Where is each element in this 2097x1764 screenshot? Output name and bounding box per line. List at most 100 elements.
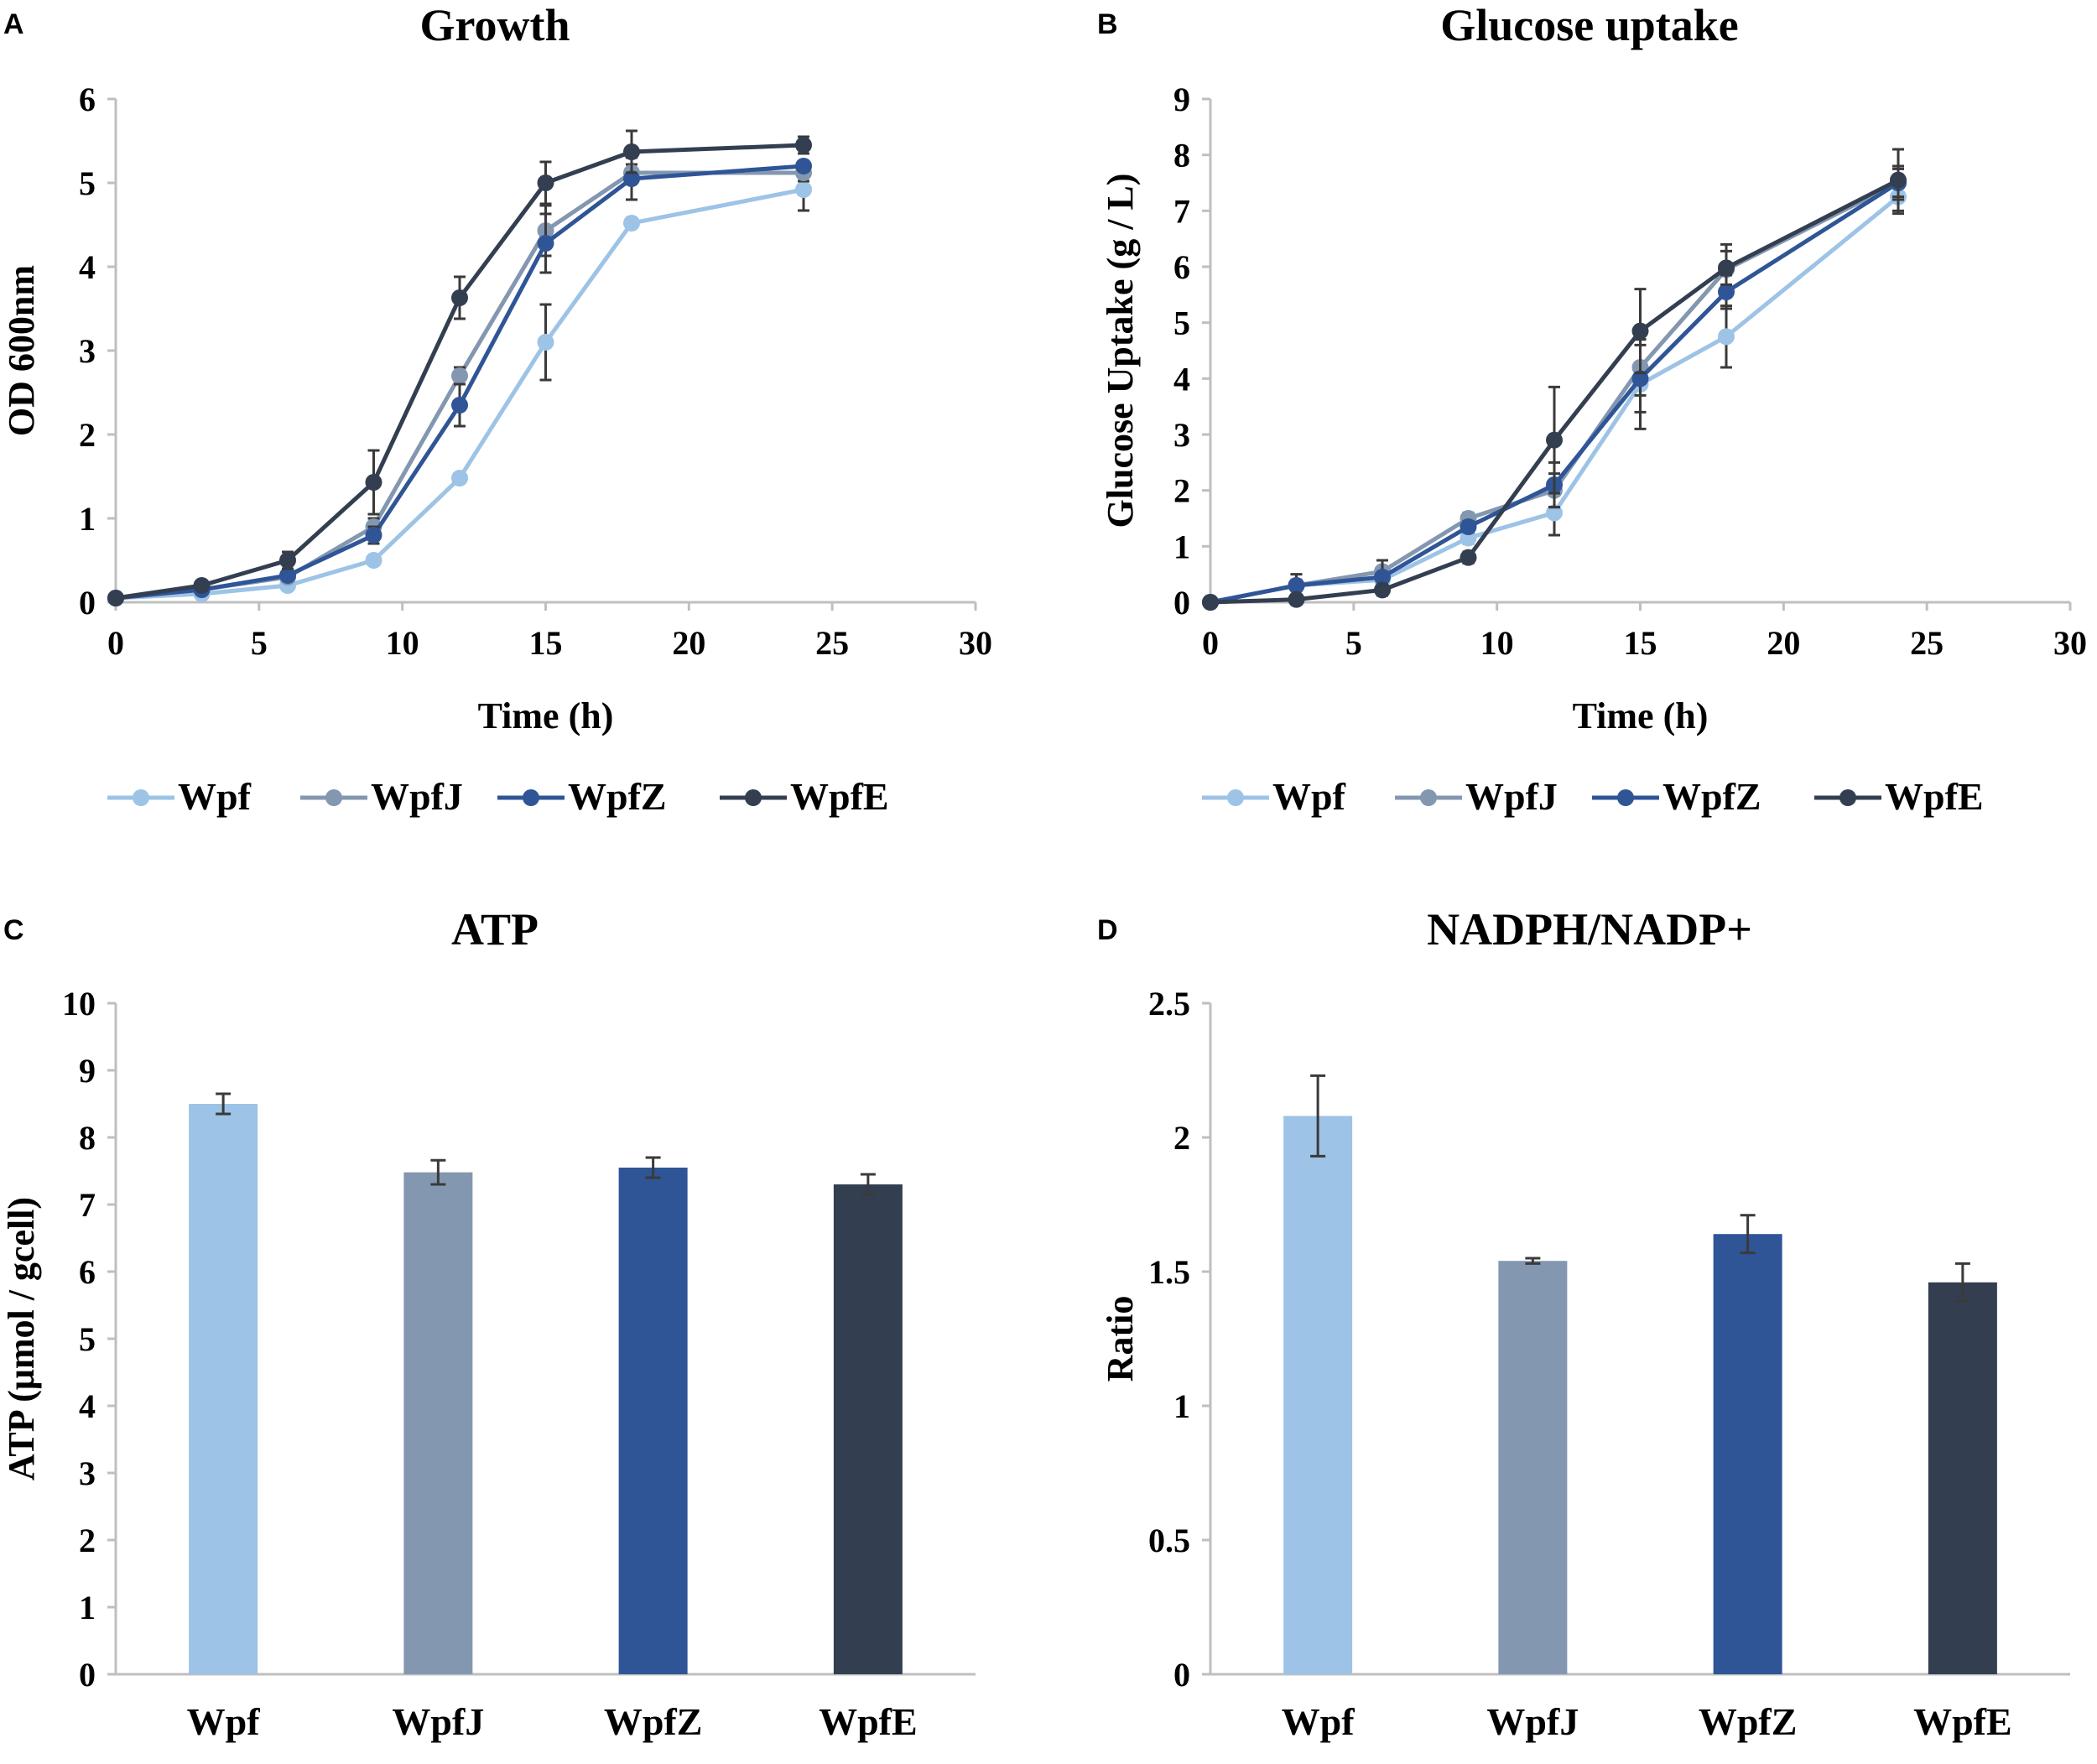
panel-a-point-wpfe bbox=[451, 289, 468, 306]
panel-b-point-wpfz bbox=[1288, 577, 1305, 594]
panel-a-y-tick-label: 1 bbox=[79, 500, 96, 538]
panel-b-title: Glucose uptake bbox=[1440, 0, 1739, 50]
panel-a-series-wpfz bbox=[107, 156, 812, 606]
panel-b-point-wpfz bbox=[1718, 284, 1735, 300]
panel-b-y-tick-label: 8 bbox=[1173, 137, 1190, 174]
panel-c-y-tick-label: 7 bbox=[79, 1186, 96, 1224]
panel-b-x-tick-label: 0 bbox=[1202, 624, 1219, 662]
panel-b-series-wpfe bbox=[1202, 148, 1907, 611]
panel-c-error-bar-wpfe bbox=[860, 1173, 876, 1196]
panel-a-x-tick-label: 10 bbox=[386, 624, 419, 662]
panel-d-y-tick-label: 2.5 bbox=[1148, 985, 1190, 1022]
panel-c-y-tick-label: 0 bbox=[79, 1656, 96, 1694]
panel-b-legend-item-wpf: Wpf bbox=[1202, 775, 1346, 818]
panel-a-x-tick-label: 20 bbox=[672, 624, 705, 662]
panel-d-category-label-wpfj: WpfJ bbox=[1486, 1700, 1579, 1743]
panel-b-y-tick-label: 5 bbox=[1173, 304, 1190, 342]
panel-b-legend-item-wpfz: WpfZ bbox=[1592, 775, 1761, 818]
panel-a-legend-marker-wpfj bbox=[325, 789, 342, 806]
panel-c-category-label-wpfz: WpfZ bbox=[604, 1700, 703, 1743]
panel-c-y-tick-label: 8 bbox=[79, 1119, 96, 1157]
panel-a-point-wpfz bbox=[365, 527, 382, 544]
panel-b-group: Glucose uptake Glucose Uptake (g / L) 0 1 2 3… bbox=[1100, 0, 2087, 818]
panel-b-x-tick-label: 30 bbox=[2053, 624, 2087, 662]
panel-c-y-tick-label: 3 bbox=[79, 1454, 96, 1492]
panel-b-point-wpfe bbox=[1631, 322, 1649, 340]
panel-a-point-wpfe bbox=[107, 590, 124, 606]
panel-c-y-tick-label: 5 bbox=[79, 1320, 96, 1358]
panel-a-y-axis-label: OD 600nm bbox=[1, 265, 42, 436]
panel-c-bar-wpfz bbox=[618, 1168, 688, 1674]
panel-b-x-tick-label: 10 bbox=[1480, 624, 1514, 662]
panel-a-y-tick-label: 0 bbox=[79, 584, 96, 622]
panel-d-category-label-wpfz: WpfZ bbox=[1699, 1700, 1798, 1743]
panel-b-y-tick-label: 4 bbox=[1173, 360, 1190, 398]
panel-d-y-tick-label: 1.5 bbox=[1148, 1253, 1190, 1291]
panel-d-bar-wpfe bbox=[1928, 1282, 1997, 1674]
panel-letter-c: C bbox=[3, 914, 24, 946]
panel-b-legend-item-wpfe: WpfE bbox=[1814, 775, 1984, 818]
panel-a-point-wpfz bbox=[537, 235, 554, 252]
panel-b-y-tick-label: 3 bbox=[1173, 416, 1190, 454]
panel-a-x-tick-label: 15 bbox=[529, 624, 563, 662]
panel-a-x-axis-label: Time (h) bbox=[478, 695, 614, 736]
panel-letter-a: A bbox=[3, 8, 24, 40]
panel-a-legend-item-wpfe: WpfE bbox=[720, 775, 889, 818]
panel-c-bar-wpfj bbox=[403, 1172, 473, 1674]
panel-c-bar-wpf bbox=[189, 1104, 258, 1674]
panel-b-legend-label-wpf: Wpf bbox=[1272, 775, 1346, 818]
panel-d-bar-wpf bbox=[1283, 1116, 1353, 1674]
panel-d-error-bar-wpfj bbox=[1525, 1257, 1541, 1265]
panel-c-title: ATP bbox=[451, 904, 539, 955]
panel-a-legend-item-wpf: Wpf bbox=[107, 775, 252, 818]
panel-b-point-wpfe bbox=[1460, 549, 1477, 566]
panel-c-y-tick-label: 10 bbox=[62, 985, 96, 1022]
panel-a-point-wpfe bbox=[623, 143, 640, 160]
panel-d-error-bar-wpfe bbox=[1954, 1262, 1970, 1303]
panel-a-legend-marker-wpfe bbox=[745, 789, 762, 806]
panel-b-y-tick-label: 2 bbox=[1173, 472, 1190, 510]
panel-a-point-wpfe bbox=[365, 474, 382, 491]
panel-b-point-wpf bbox=[1718, 328, 1735, 346]
panel-c-bar-wpfe bbox=[833, 1184, 903, 1674]
panel-d-error-bar-wpfz bbox=[1740, 1214, 1756, 1255]
panel-a-y-tick-label: 6 bbox=[79, 81, 96, 118]
panel-a-point-wpfz bbox=[279, 567, 296, 584]
panel-d-group: NADPH/NADP+ Ratio 0 0.5 1 1.5 2 2.5 Wpf WpfJ WpfZ W… bbox=[1100, 904, 2070, 1743]
panel-a-y-tick-label: 3 bbox=[79, 332, 96, 370]
panel-a-legend-marker-wpfz bbox=[523, 789, 539, 806]
panel-a-point-wpf bbox=[623, 215, 640, 232]
panel-c-category-label-wpfj: WpfJ bbox=[392, 1700, 484, 1743]
panel-b-point-wpfe bbox=[1202, 594, 1219, 611]
panel-d-category-label-wpfe: WpfE bbox=[1913, 1700, 2012, 1743]
panel-a-title: Growth bbox=[419, 0, 570, 50]
panel-d-error-bar-wpf bbox=[1310, 1074, 1326, 1158]
panel-a-legend-marker-wpf bbox=[133, 789, 149, 806]
panel-b-x-axis-label: Time (h) bbox=[1573, 695, 1709, 736]
panel-b-x-tick-label: 20 bbox=[1767, 624, 1800, 662]
panel-a-x-tick-label: 5 bbox=[251, 624, 268, 662]
panel-a-point-wpfe bbox=[537, 174, 554, 191]
panel-a-point-wpfe bbox=[795, 137, 812, 154]
panel-c-y-axis-label: ATP (μmol / gcell) bbox=[1, 1197, 42, 1480]
panel-a-point-wpf bbox=[365, 552, 382, 569]
panel-c-y-tick-label: 1 bbox=[79, 1589, 96, 1626]
panel-a-series-wpfe bbox=[107, 129, 812, 606]
panel-c-y-tick-label: 6 bbox=[79, 1253, 96, 1291]
panel-c-group: ATP ATP (μmol / gcell) 0 1 2 3 4 5 6 7 8 9 10 Wpf WpfJ… bbox=[1, 904, 976, 1743]
panel-c-error-bar-wpfj bbox=[430, 1158, 446, 1186]
panel-b-legend-item-wpfj: WpfJ bbox=[1395, 775, 1558, 818]
panel-b-point-wpf bbox=[1546, 504, 1563, 522]
panel-a-x-tick-label: 0 bbox=[107, 624, 124, 662]
panel-a-point-wpfe bbox=[279, 552, 296, 569]
panel-a-y-tick-label: 5 bbox=[79, 164, 96, 202]
panel-a-legend-item-wpfj: WpfJ bbox=[300, 775, 463, 818]
panel-a-y-tick-label: 4 bbox=[79, 248, 96, 286]
panel-a-line-wpf bbox=[115, 187, 804, 601]
panel-b-y-tick-label: 1 bbox=[1173, 528, 1190, 565]
panel-a-legend-item-wpfz: WpfZ bbox=[497, 775, 667, 818]
panel-a-point-wpf bbox=[451, 470, 468, 487]
panel-a-point-wpfj bbox=[451, 367, 468, 384]
panel-b-y-axis-label: Glucose Uptake (g / L) bbox=[1100, 174, 1141, 528]
